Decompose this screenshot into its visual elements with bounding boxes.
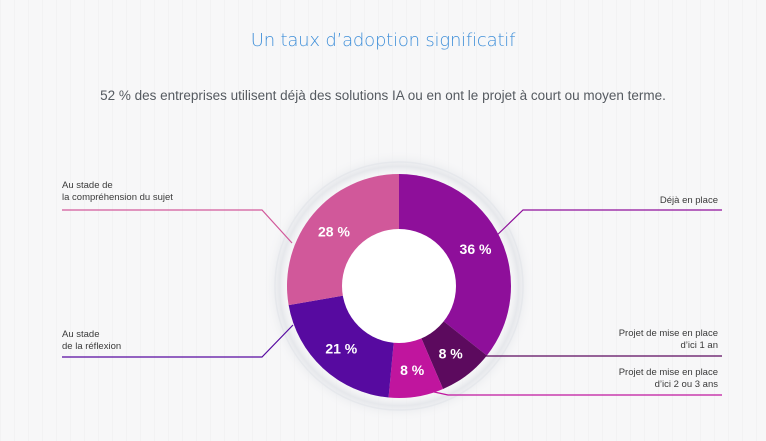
- legend-deja-en-place: Déjà en place: [659, 195, 718, 206]
- data-label-reflexion: 21 %: [325, 340, 357, 356]
- data-label-comprehension: 28 %: [318, 223, 350, 239]
- page-subtitle: 52 % des entreprises utilisent déjà des …: [100, 88, 666, 103]
- data-label-1-an: 8 %: [439, 346, 464, 362]
- legend-comprehension: Au stade de la compréhension du sujet: [62, 180, 173, 203]
- data-label-2-3-ans: 8 %: [400, 362, 425, 378]
- leader-line-comprehension: [62, 209, 293, 244]
- leader-line-2-3-ans: [424, 389, 722, 396]
- leader-line-1-an: [454, 353, 722, 357]
- legend-reflexion: Au stade de la réflexion: [62, 329, 122, 352]
- slice-deja-en-place: [399, 174, 511, 356]
- chart-halo-ring: [274, 161, 524, 411]
- legend-1-an: Projet de mise en place d’ici 1 an: [618, 328, 718, 351]
- leader-line-reflexion: [62, 324, 294, 358]
- data-label-deja-en-place: 36 %: [460, 241, 492, 257]
- legend-2-3-ans: Projet de mise en place d’ici 2 ou 3 ans: [618, 367, 718, 390]
- donut-hole: [342, 229, 456, 343]
- leader-line-deja-en-place: [491, 209, 722, 241]
- page-title: Un taux d’adoption significatif: [250, 30, 516, 51]
